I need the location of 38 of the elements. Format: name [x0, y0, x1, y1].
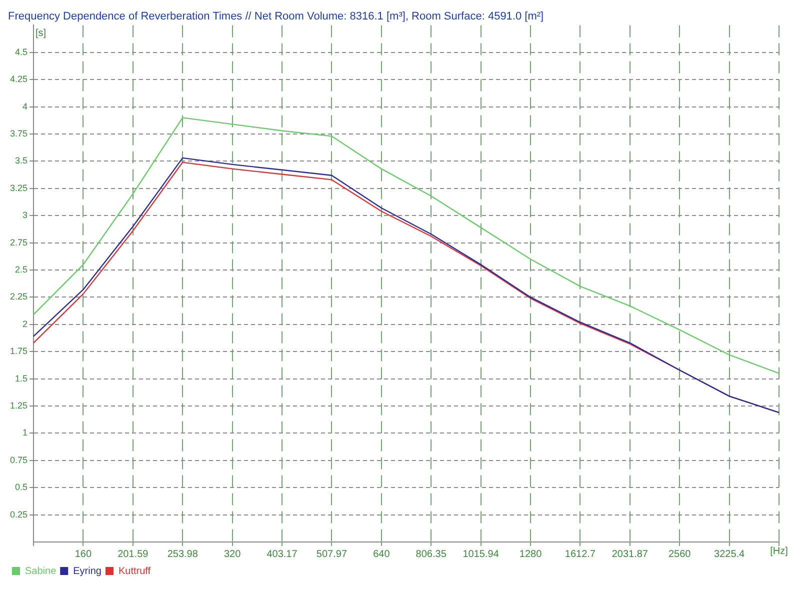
x-tick-label: 2560 [668, 548, 692, 560]
x-tick-label: 1612.7 [564, 548, 596, 560]
y-tick-label: 4.5 [15, 46, 28, 57]
x-tick-label: 507.97 [316, 548, 348, 560]
x-tick-label: 640 [373, 548, 390, 560]
x-tick-label: 403.17 [266, 548, 298, 560]
x-tick-label: 1015.94 [462, 548, 500, 560]
y-tick-label: 2.25 [10, 292, 28, 302]
x-tick-label: 253.98 [167, 548, 198, 560]
legend-label: Kuttruff [118, 566, 151, 577]
x-axis-title: [Hz] [770, 546, 788, 557]
x-tick-label: 3225.4 [714, 548, 746, 560]
x-tick-label: 160 [74, 548, 92, 560]
x-tick-label: 806.35 [416, 548, 447, 560]
y-tick-label: 1.75 [10, 346, 28, 356]
x-tick-label: 320 [224, 548, 242, 560]
y-tick-label: 1.25 [10, 400, 28, 410]
y-tick-label: 4 [22, 101, 28, 112]
y-tick-label: 3.25 [10, 182, 28, 193]
y-tick-label: 1.5 [15, 373, 28, 384]
y-axis-title: [s] [36, 28, 46, 39]
x-tick-label: 2031.87 [612, 548, 648, 560]
chart-title: Frequency Dependence of Reverberation Times // Net Room Volume: 8316.1 [m³], Room Surface: 4591.0 [m²] [8, 10, 544, 23]
x-tick-label: 1280 [519, 548, 542, 560]
y-tick-label: 1 [22, 428, 28, 438]
legend-label: Sabine [25, 566, 57, 577]
legend-label: Eyring [73, 566, 102, 577]
y-tick-label: 3 [22, 210, 28, 220]
x-tick-label: 201.59 [118, 548, 149, 560]
y-tick-label: 0.5 [15, 482, 28, 492]
y-tick-label: 2 [22, 318, 28, 329]
y-tick-label: 2.75 [10, 237, 28, 248]
y-tick-label: 0.25 [10, 509, 28, 520]
y-tick-label: 4.25 [10, 74, 28, 84]
y-tick-label: 0.75 [10, 454, 28, 465]
y-tick-label: 2.5 [15, 264, 28, 274]
y-tick-label: 3.75 [10, 128, 28, 138]
y-tick-label: 3.5 [15, 156, 28, 166]
